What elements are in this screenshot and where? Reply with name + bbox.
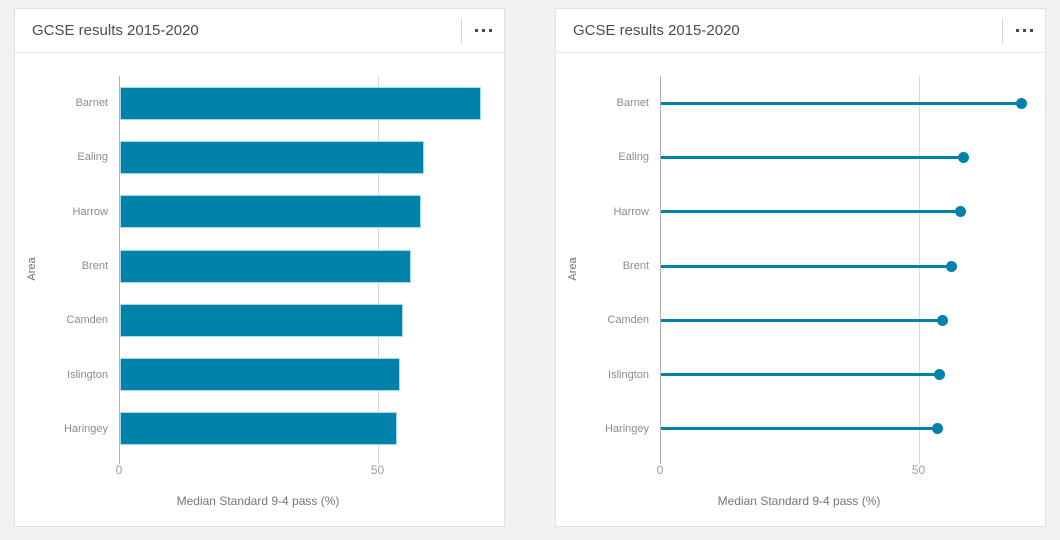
card-header: GCSE results 2015-2020: [556, 9, 1045, 53]
category-label: Ealing: [618, 151, 649, 164]
lollipop-line[interactable]: [661, 101, 1023, 105]
y-axis-title: Area: [567, 257, 579, 281]
category-label: Barnet: [616, 97, 649, 110]
lollipop-line[interactable]: [661, 210, 962, 214]
y-axis-line: [660, 76, 661, 464]
card-title: GCSE results 2015-2020: [573, 22, 740, 39]
ellipsis-icon: [474, 29, 492, 32]
category-label: Islington: [608, 368, 649, 381]
category-label: Camden: [607, 314, 649, 327]
bar[interactable]: [120, 303, 403, 337]
category-label: Ealing: [77, 151, 108, 164]
card-menu-button[interactable]: [462, 9, 504, 52]
category-label: Haringey: [63, 422, 108, 435]
bar[interactable]: [120, 249, 412, 283]
bar[interactable]: [120, 195, 421, 229]
lollipop-dot[interactable]: [934, 369, 946, 381]
lollipop-dot[interactable]: [931, 423, 943, 435]
x-tick-label: 50: [911, 463, 926, 477]
lollipop-dot[interactable]: [945, 260, 957, 272]
bar[interactable]: [120, 412, 398, 446]
x-axis-title: Median Standard 9-4 pass (%): [717, 494, 881, 508]
bar[interactable]: [120, 140, 424, 174]
chart-card-bar: GCSE results 2015-2020 0 50 Barnet Ealing Ha…: [14, 8, 505, 527]
lollipop-line[interactable]: [661, 427, 939, 431]
bar-chart: 0 50 Barnet Ealing Harrow Brent Camden Islingto…: [15, 53, 504, 527]
category-label: Harrow: [72, 205, 108, 218]
bar[interactable]: [120, 86, 482, 120]
lollipop-line[interactable]: [661, 373, 941, 377]
category-label: Barnet: [75, 97, 108, 110]
category-label: Brent: [81, 260, 108, 272]
lollipop-dot[interactable]: [937, 314, 949, 326]
lollipop-dot[interactable]: [958, 151, 970, 163]
bar[interactable]: [120, 358, 400, 392]
header-divider: [1002, 17, 1003, 44]
category-label: Harrow: [613, 205, 649, 218]
lollipop-line[interactable]: [661, 155, 965, 159]
y-axis-title: Area: [26, 257, 38, 281]
x-tick-label: 0: [115, 463, 123, 477]
x-tick-label: 0: [656, 463, 664, 477]
lollipop-dot[interactable]: [955, 206, 967, 218]
category-label: Brent: [622, 260, 649, 272]
ellipsis-icon: [1015, 29, 1033, 32]
x-gridline: [918, 76, 920, 464]
header-divider: [461, 17, 462, 44]
chart-card-lollipop: GCSE results 2015-2020 0 50 Barnet Ealing Ha…: [555, 8, 1046, 527]
x-tick-label: 50: [370, 463, 385, 477]
lollipop-line[interactable]: [661, 318, 944, 322]
x-axis-title: Median Standard 9-4 pass (%): [176, 494, 340, 508]
lollipop-chart: 0 50 Barnet Ealing Harrow Brent Camden Islingto…: [556, 53, 1045, 527]
lollipop-line[interactable]: [661, 264, 953, 268]
card-menu-button[interactable]: [1003, 9, 1045, 52]
category-label: Camden: [66, 314, 108, 327]
category-label: Islington: [67, 368, 108, 381]
y-axis-line: [119, 76, 120, 464]
card-header: GCSE results 2015-2020: [15, 9, 504, 53]
card-title: GCSE results 2015-2020: [32, 22, 199, 39]
lollipop-dot[interactable]: [1015, 97, 1027, 109]
category-label: Haringey: [604, 422, 649, 435]
